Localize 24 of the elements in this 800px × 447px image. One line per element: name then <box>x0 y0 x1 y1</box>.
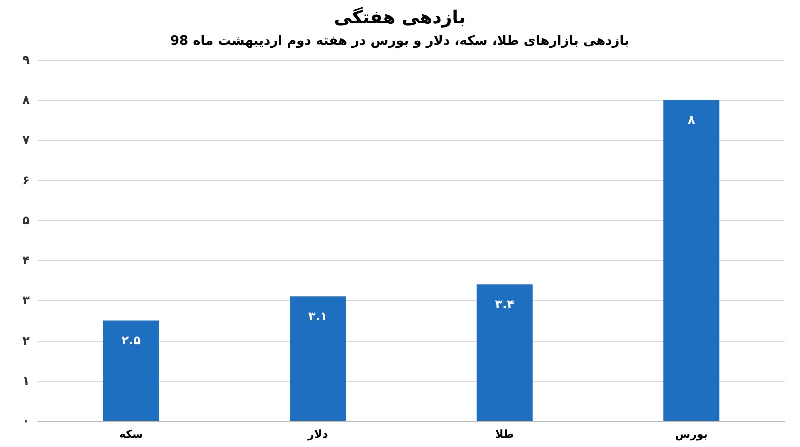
chart-subtitle: بازدهی بازارهای طلا، سکه، دلار و بورس در هفته دوم اردیبهشت ماه 98 <box>170 34 630 49</box>
data-label: ۸ <box>688 113 696 128</box>
data-label: ۲.۵ <box>122 334 141 348</box>
bar <box>664 100 720 421</box>
y-tick-label: ۲ <box>22 334 31 348</box>
x-tick-label: طلا <box>496 428 514 441</box>
y-tick-label: ۸ <box>22 93 31 108</box>
y-tick-label: ۳ <box>22 294 31 308</box>
bar <box>476 284 533 421</box>
bar <box>103 320 160 421</box>
y-tick-label: ۵ <box>22 213 30 228</box>
y-tick-label: ۰ <box>22 414 30 428</box>
chart-title: بازدهی هفتگی <box>334 6 466 28</box>
bar <box>290 296 346 421</box>
data-label: ۳.۱ <box>308 310 328 324</box>
y-tick-label: ۶ <box>22 173 30 188</box>
y-tick-label: ۱ <box>22 374 30 388</box>
x-tick-label: سکه <box>119 428 144 441</box>
y-tick-label: ۹ <box>22 53 31 67</box>
x-tick-label: دلار <box>307 428 329 441</box>
data-label: ۳.۴ <box>495 298 514 312</box>
y-tick-label: ۷ <box>22 133 31 148</box>
x-tick-label: بورس <box>675 428 708 441</box>
y-tick-label: ۴ <box>22 254 30 268</box>
